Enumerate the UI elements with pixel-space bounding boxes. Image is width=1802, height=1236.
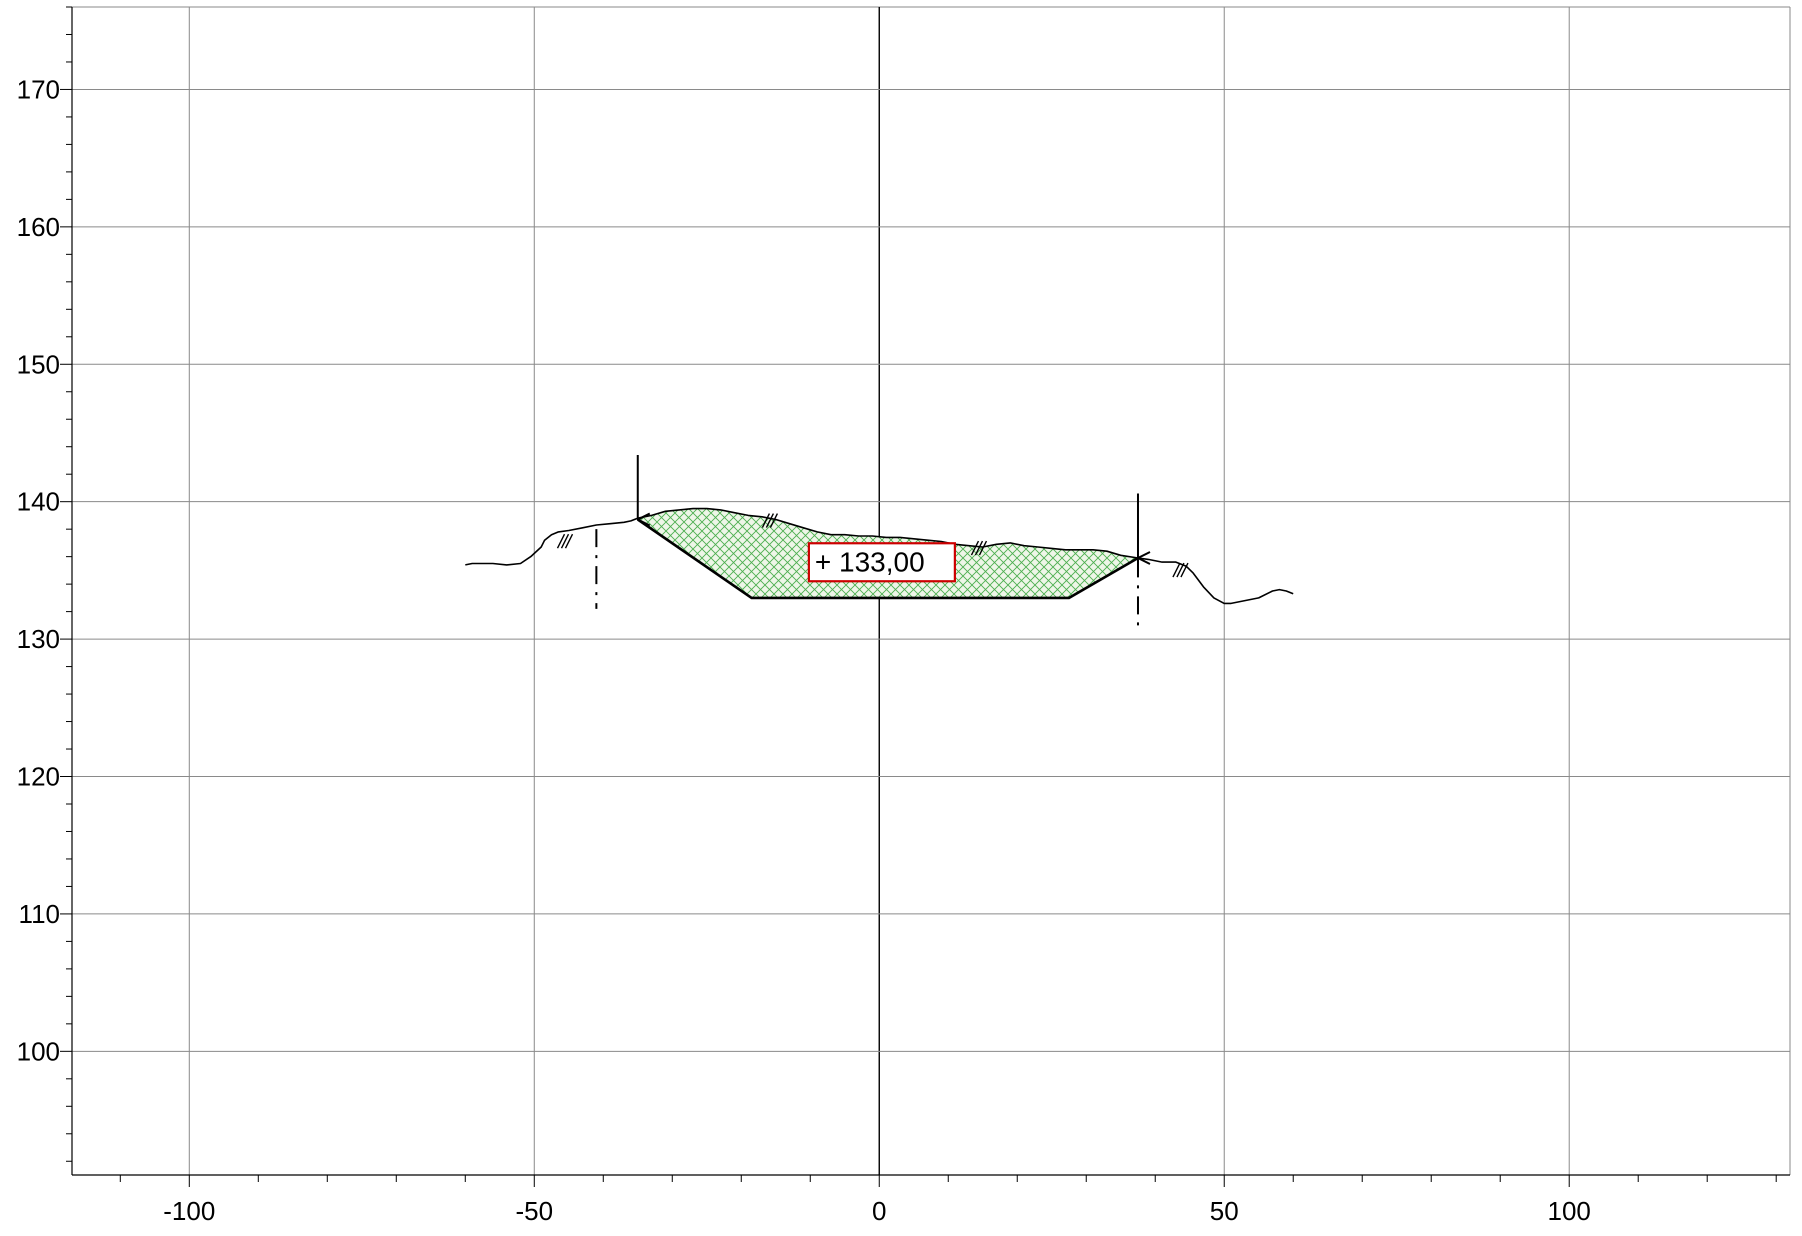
y-tick-label: 140 xyxy=(17,487,60,517)
x-tick-label: 100 xyxy=(1548,1196,1591,1226)
y-tick-label: 100 xyxy=(17,1036,60,1066)
axes-layer: 100 110 120 130 140 150 160 170 -100 -50 0 50 100 xyxy=(17,6,1790,1226)
x-tick-label: -50 xyxy=(515,1196,553,1226)
slope-hatch-stroke xyxy=(560,533,570,549)
slope-hatch-stroke xyxy=(970,540,980,556)
annotation-layer: + 133,00 xyxy=(556,454,1189,633)
elevation-label-box: + 133,00 xyxy=(807,542,956,583)
y-tick-label: 150 xyxy=(17,349,60,379)
slope-hatch-stroke xyxy=(1176,562,1185,578)
x-tick-label: 0 xyxy=(872,1196,886,1226)
slope-mark xyxy=(970,540,988,556)
slope-hatch-stroke xyxy=(556,533,566,549)
y-tick-label: 130 xyxy=(17,624,60,654)
slope-hatch-stroke xyxy=(974,540,984,556)
y-tick-label: 110 xyxy=(19,899,60,929)
slope-hatch-stroke xyxy=(1172,562,1181,578)
y-tick-label: 120 xyxy=(17,762,60,792)
slope-hatch-stroke xyxy=(1180,562,1189,578)
x-tick-label: -100 xyxy=(163,1196,215,1226)
slope-hatch-stroke xyxy=(769,513,779,528)
y-tick-label: 170 xyxy=(17,74,60,104)
slope-mark xyxy=(761,513,779,528)
elevation-box-frame xyxy=(807,542,956,583)
slope-hatch-stroke xyxy=(761,513,771,528)
slope-hatch-stroke xyxy=(978,540,988,556)
slope-mark xyxy=(1172,562,1189,578)
design-profile-line xyxy=(637,518,1139,600)
x-tick-label: 50 xyxy=(1210,1196,1239,1226)
slope-hatch-stroke xyxy=(564,533,574,549)
slope-mark xyxy=(556,533,574,549)
slope-hatch-stroke xyxy=(765,513,775,528)
y-tick-label: 160 xyxy=(17,212,60,242)
elevation-label-text: + 133,00 xyxy=(815,546,925,577)
